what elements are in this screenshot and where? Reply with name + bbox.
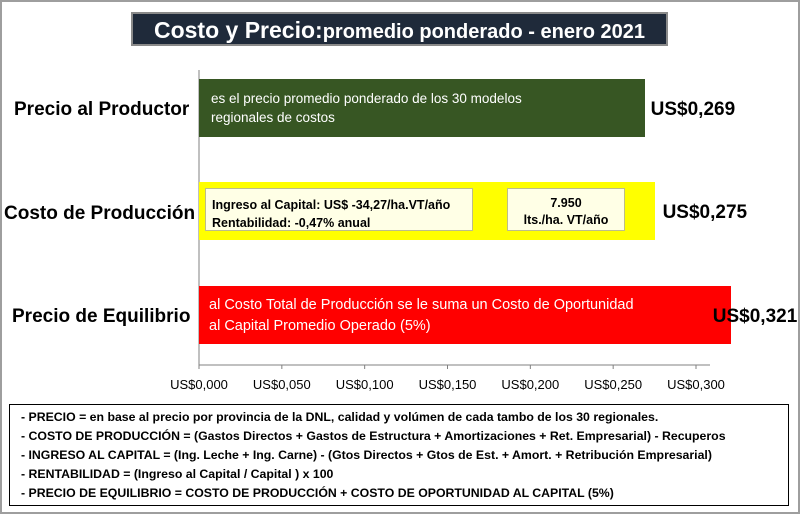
note-costo-produccion: - COSTO DE PRODUCCIÓN = (Gastos Directos… bbox=[21, 429, 726, 443]
value-label: US$0,321 bbox=[712, 306, 798, 327]
notes-box: - PRECIO = en base al precio por provinc… bbox=[9, 404, 789, 506]
category-label: Precio al Productor bbox=[14, 99, 190, 120]
annotation-line: 7.950 bbox=[550, 196, 582, 210]
x-tick-label: US$0,050 bbox=[253, 377, 311, 392]
note-rentabilidad: - RENTABILIDAD = (Ingreso al Capital / C… bbox=[21, 467, 334, 481]
note-precio-equilibrio: - PRECIO DE EQUILIBRIO = COSTO DE PRODUC… bbox=[21, 486, 614, 500]
category-label: Precio de Equilibrio bbox=[12, 306, 191, 327]
bar-text-line: al Capital Promedio Operado (5%) bbox=[209, 318, 431, 334]
bar-precio-equilibrio: al Costo Total de Producción se le suma … bbox=[199, 286, 731, 344]
bar-text-line: regionales de costos bbox=[211, 110, 335, 125]
bar-text-line: al Costo Total de Producción se le suma … bbox=[209, 297, 634, 313]
note-ingreso-capital: - INGRESO AL CAPITAL = (Ing. Leche + Ing… bbox=[21, 448, 712, 462]
value-label: US$0,275 bbox=[662, 202, 748, 223]
annotation-line: Rentabilidad: -0,47% anual bbox=[212, 216, 371, 230]
note-precio: - PRECIO = en base al precio por provinc… bbox=[21, 410, 659, 424]
bar-precio-productor: es el precio promedio ponderado de los 3… bbox=[199, 79, 645, 137]
category-label: Costo de Producción bbox=[4, 203, 196, 224]
x-tick-label: US$0,250 bbox=[584, 377, 642, 392]
bar-text-line: es el precio promedio ponderado de los 3… bbox=[211, 91, 522, 106]
value-label: US$0,269 bbox=[650, 99, 736, 120]
annotation-line: lts./ha. VT/año bbox=[523, 213, 609, 227]
capital-annotation: Ingreso al Capital: US$ -34,27/ha.VT/año… bbox=[205, 188, 473, 231]
x-tick-label: US$0,000 bbox=[170, 377, 228, 392]
chart-title: Costo y Precio: promedio ponderado - ene… bbox=[131, 12, 668, 46]
title-main: Costo y Precio: bbox=[153, 17, 323, 43]
x-tick-label: US$0,200 bbox=[501, 377, 559, 392]
x-tick-label: US$0,150 bbox=[419, 377, 477, 392]
litros-annotation: 7.950 lts./ha. VT/año bbox=[507, 188, 625, 231]
annotation-line: Ingreso al Capital: US$ -34,27/ha.VT/año bbox=[212, 198, 451, 212]
x-tick-label: US$0,300 bbox=[667, 377, 725, 392]
title-sub: promedio ponderado - enero 2021 bbox=[322, 21, 645, 43]
bar-costo-produccion: Ingreso al Capital: US$ -34,27/ha.VT/año… bbox=[199, 182, 655, 240]
x-tick-label: US$0,100 bbox=[336, 377, 394, 392]
